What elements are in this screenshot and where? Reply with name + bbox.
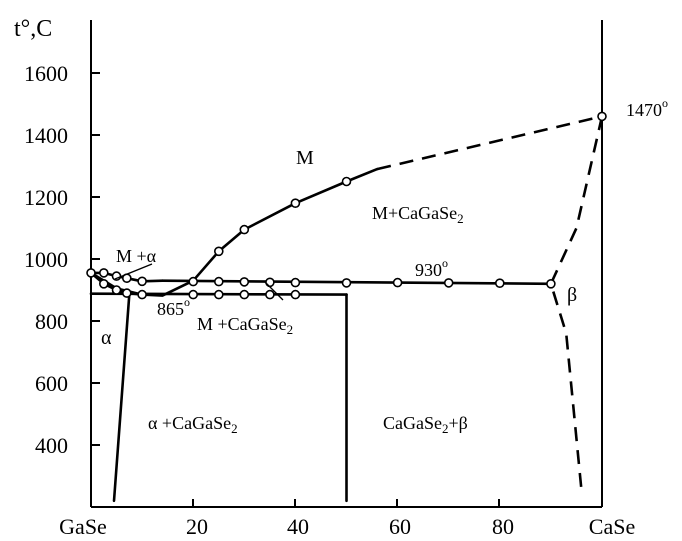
region-cagase2-beta: CaGaSe2+β: [383, 413, 468, 436]
region-melt-cagase2-sub: 2: [457, 211, 464, 226]
region-melt-cagase2-lower-text: M +CaGaSe: [197, 314, 287, 334]
x-tick-marks: [192, 499, 500, 507]
liquidus-data-point: [239, 224, 250, 235]
data-points: [86, 111, 607, 300]
x-right-label: CaSe: [589, 514, 635, 539]
region-melt-alpha: M +α: [116, 246, 157, 266]
alpha-data-point: [99, 268, 109, 278]
melting-point-value: 1470: [626, 100, 662, 120]
eutectic-data-point: [290, 289, 301, 300]
alpha-solvus-line: [112, 293, 131, 503]
region-melt-cagase2-lower: M +CaGaSe2: [197, 314, 293, 337]
region-cagase2-beta-sub: 2: [442, 421, 449, 436]
peritectic-data-point: [494, 278, 505, 289]
melting-point-label: 1470o: [626, 96, 668, 120]
melt-alpha-leader: [114, 263, 153, 280]
liquidus-curve: [89, 167, 379, 297]
eutectic-temp-value: 865: [157, 299, 184, 319]
peritectic-data-point: [443, 278, 454, 288]
alpha-data-point: [111, 285, 122, 295]
peritectic-data-point: [214, 276, 224, 287]
liquidus-data-point: [597, 111, 607, 122]
y-tick-label: 800: [35, 309, 68, 334]
eutectic-data-point: [265, 289, 275, 300]
eutectic-temp-degree: o: [184, 295, 190, 309]
eutectic-data-point: [239, 289, 250, 300]
region-alpha-cagase2-text: α +CaGaSe: [148, 413, 231, 433]
peritectic-data-point: [546, 278, 556, 289]
x-tick-label: 80: [492, 514, 514, 539]
peritectic-data-point: [392, 277, 403, 288]
alpha-data-point: [122, 288, 132, 298]
peritectic-temp-degree: o: [442, 256, 448, 270]
eutectic-data-point: [137, 289, 147, 300]
region-alpha: α: [101, 327, 112, 349]
eutectic-data-point: [214, 289, 224, 300]
melt-ca-leader: [264, 281, 284, 301]
peritectic-temp-value: 930: [415, 260, 442, 280]
alpha-data-point: [137, 276, 147, 287]
liquidus-dashed-curve: [376, 115, 603, 171]
peritectic-temp-label: 930o: [415, 256, 448, 280]
beta-solvus-dashed-curve: [549, 116, 604, 492]
y-tick-label: 400: [35, 433, 68, 458]
phase-boundaries: [89, 115, 604, 503]
y-tick-label: 600: [35, 371, 68, 396]
x-left-label: GaSe: [59, 514, 107, 539]
peritectic-data-point: [265, 277, 275, 288]
y-axis-title: t°,C: [14, 16, 52, 42]
region-melt-cagase2-text: M+CaGaSe: [372, 203, 457, 223]
liquidus-data-point: [86, 268, 96, 278]
melting-point-degree: o: [662, 96, 668, 110]
region-beta: β: [567, 284, 577, 306]
peritectic-data-point: [188, 276, 198, 287]
eutectic-data-point: [188, 289, 198, 300]
region-melt: M: [296, 147, 314, 169]
y-tick-label: 1600: [24, 61, 68, 86]
region-alpha-cagase2: α +CaGaSe2: [148, 413, 238, 436]
region-melt-cagase2: M+CaGaSe2: [372, 203, 464, 226]
region-cagase2-beta-post: +β: [448, 413, 467, 433]
y-tick-marks: [91, 72, 100, 446]
y-tick-label: 1400: [24, 123, 68, 148]
peritectic-line: [161, 279, 553, 286]
alpha-data-point: [99, 278, 109, 289]
region-melt-cagase2-lower-sub: 2: [287, 322, 294, 337]
liquidus-data-point: [290, 198, 301, 208]
peritectic-data-point: [341, 278, 352, 288]
peritectic-data-point: [239, 277, 250, 287]
x-tick-label: 40: [287, 514, 309, 539]
region-alpha-cagase2-sub: 2: [231, 421, 238, 436]
liquidus-data-point: [214, 246, 224, 257]
x-tick-label: 60: [389, 514, 411, 539]
peritectic-data-point: [290, 277, 301, 288]
region-cagase2-beta-pre: CaGaSe: [383, 413, 442, 433]
liquidus-data-point: [341, 176, 352, 187]
y-tick-label: 1000: [24, 247, 68, 272]
eutectic-temp-label: 865o: [157, 295, 190, 319]
x-tick-label: 20: [186, 514, 208, 539]
y-tick-label: 1200: [24, 185, 68, 210]
